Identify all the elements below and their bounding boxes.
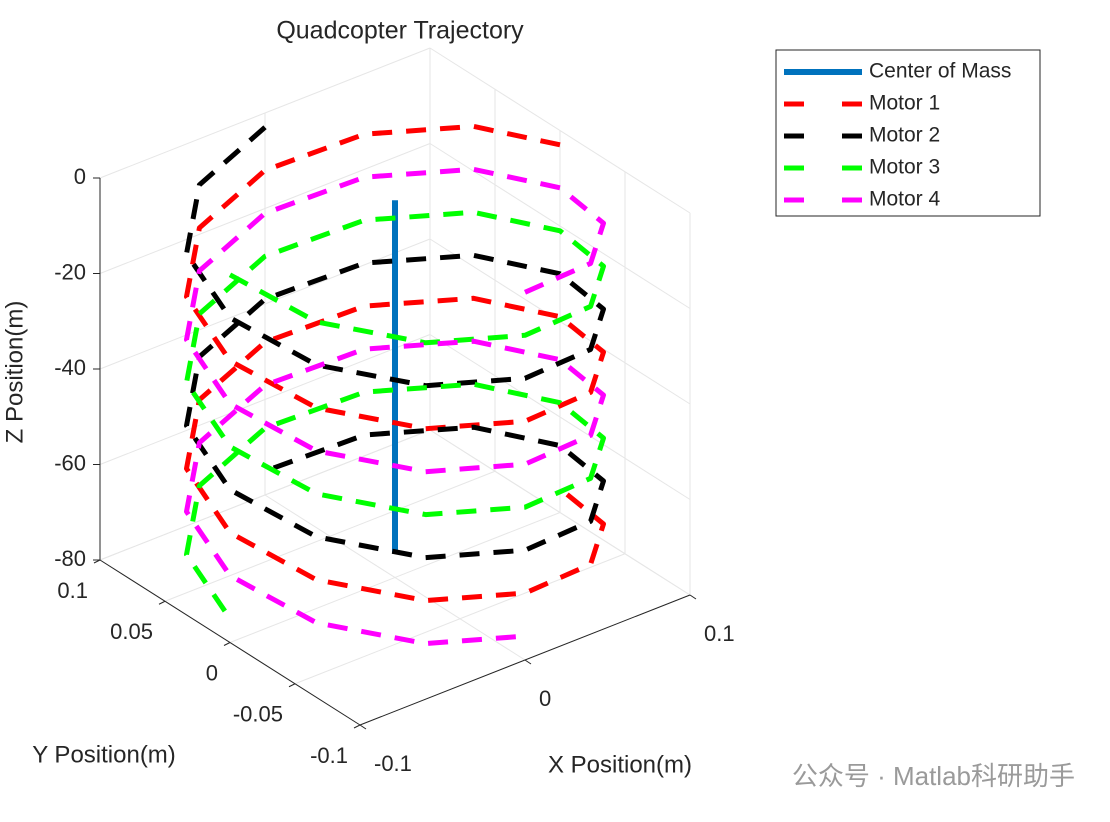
y-tick: [93, 559, 101, 564]
grid-line: [429, 47, 691, 214]
y-tick: [353, 724, 361, 729]
legend-box: [775, 49, 1041, 217]
grid-line: [164, 470, 496, 602]
x-tick-label: 0: [539, 686, 551, 711]
series-line: [184, 125, 606, 561]
series-line: [184, 123, 606, 604]
grid-line: [99, 334, 431, 465]
series-line: [184, 166, 606, 647]
legend-label: Motor 3: [869, 156, 940, 179]
grid-line: [429, 334, 691, 500]
chart-title: Quadcopter Trajectory: [276, 17, 524, 45]
grid-line: [229, 512, 561, 643]
legend-label: Motor 4: [869, 188, 941, 211]
x-tick: [524, 659, 532, 665]
legend-label: Center of Mass: [869, 60, 1011, 83]
z-tick-label: -60: [54, 450, 86, 475]
y-tick-label: 0.1: [57, 578, 88, 603]
y-axis-label: Y Position(m): [32, 741, 176, 768]
x-tick-label: 0.1: [704, 621, 735, 646]
grid-line: [429, 143, 691, 309]
y-tick: [288, 683, 296, 688]
series-line: [184, 209, 606, 621]
z-tick-label: -80: [54, 546, 86, 571]
y-tick: [158, 600, 166, 605]
grid-line: [99, 429, 431, 561]
grid-line: [429, 429, 691, 596]
y-tick-label: 0.05: [110, 619, 153, 644]
legend-label: Motor 1: [869, 92, 940, 115]
y-tick-label: 0: [206, 660, 218, 685]
z-tick-label: -40: [54, 355, 86, 380]
y-tick-label: -0.05: [233, 702, 283, 727]
x-tick-label: -0.1: [374, 751, 412, 776]
grid-line: [99, 143, 431, 274]
watermark: 公众号 · Matlab科研助手: [792, 761, 1075, 791]
z-tick-label: 0: [74, 164, 86, 189]
y-tick: [223, 642, 231, 646]
z-axis-label: Z Position(m): [1, 301, 28, 444]
grid-line: [99, 47, 431, 179]
x-tick: [359, 724, 367, 730]
y-tick-label: -0.1: [310, 743, 348, 768]
x-tick: [689, 594, 697, 600]
x-axis-label: X Position(m): [548, 751, 692, 778]
z-tick-label: -20: [54, 259, 86, 284]
legend-label: Motor 2: [869, 124, 940, 147]
